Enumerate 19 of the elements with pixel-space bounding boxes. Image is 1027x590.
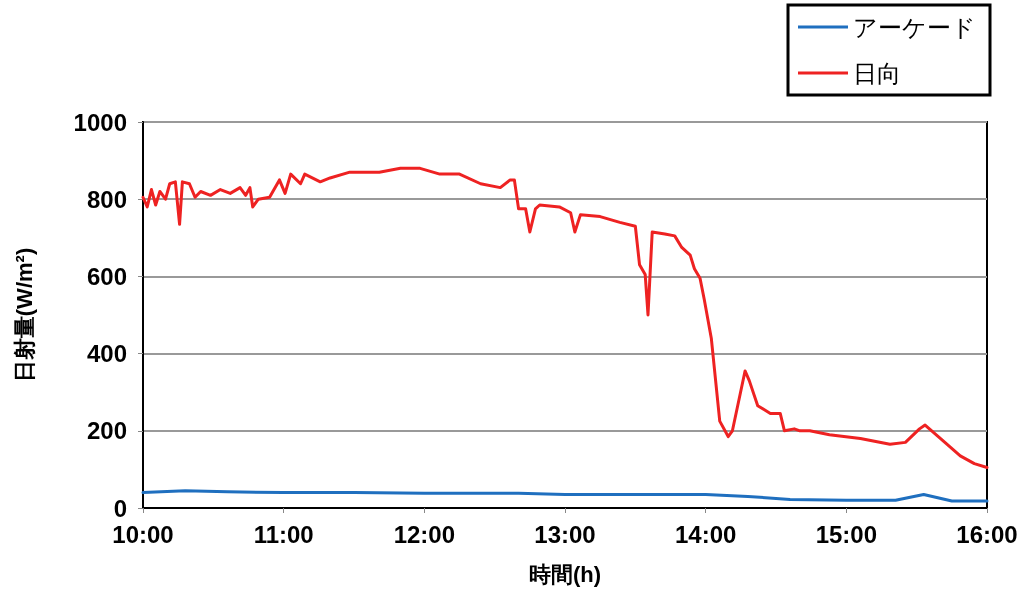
y-axis-title: 日射量(W/m²) xyxy=(11,247,37,383)
y-tick-label: 800 xyxy=(86,185,127,213)
x-tick-label: 14:00 xyxy=(674,520,737,548)
y-tick-label: 200 xyxy=(86,417,127,445)
x-tick-label: 13:00 xyxy=(534,520,596,548)
legend-label: アーケード xyxy=(853,13,976,41)
x-tick-label: 15:00 xyxy=(815,520,878,548)
x-tick-label: 10:00 xyxy=(112,520,174,548)
x-tick-label: 11:00 xyxy=(253,520,314,548)
legend-label: 日向 xyxy=(853,59,901,87)
x-tick-label: 16:00 xyxy=(956,520,1018,548)
x-tick-label: 12:00 xyxy=(393,520,456,548)
line-series xyxy=(141,489,989,503)
y-tick-label: 400 xyxy=(86,340,127,368)
line-series xyxy=(141,166,989,469)
y-tick-label: 1000 xyxy=(73,108,127,136)
y-tick-label: 0 xyxy=(113,494,127,522)
y-tick-label: 600 xyxy=(86,262,127,290)
x-axis-title: 時間(h) xyxy=(528,561,602,587)
